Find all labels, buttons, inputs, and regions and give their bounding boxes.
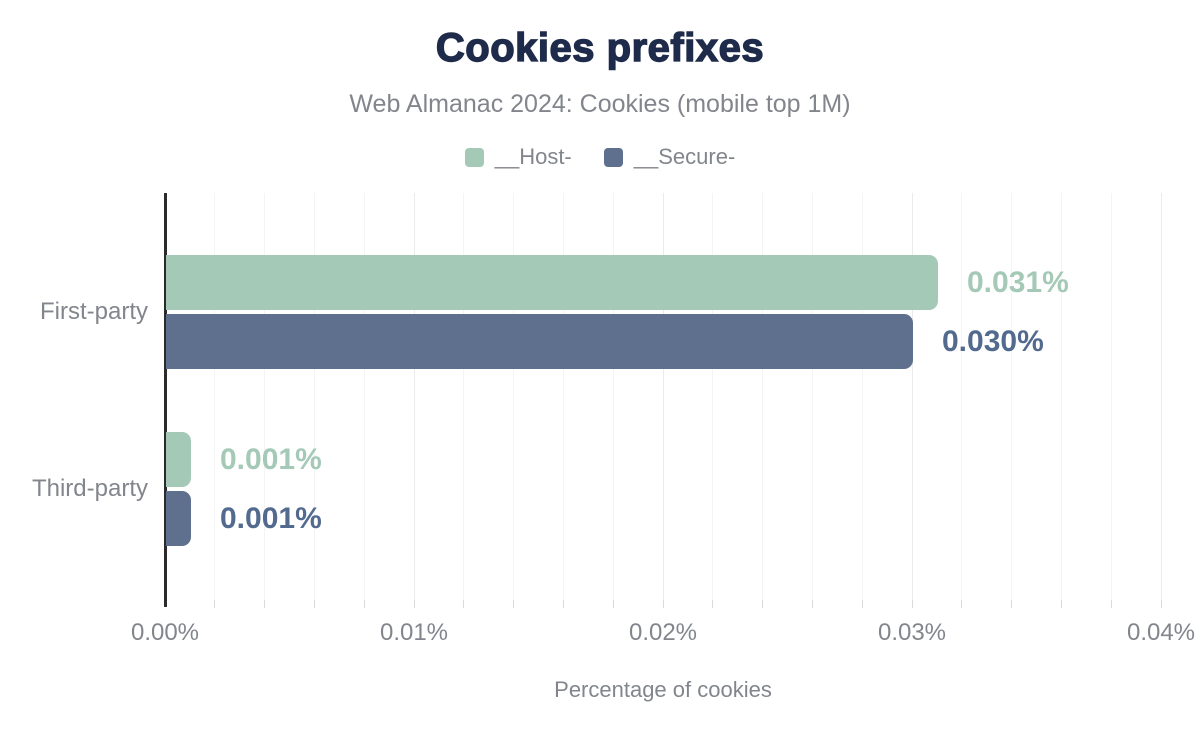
axis-tick-mark <box>313 600 315 608</box>
category-label-third-party: Third-party <box>31 475 148 502</box>
chart-subtitle: Web Almanac 2024: Cookies (mobile top 1M… <box>349 90 851 118</box>
x-tick-label-2: 0.02% <box>628 619 698 646</box>
category-label-first-party: First-party <box>40 298 148 325</box>
axis-tick-mark <box>961 600 963 608</box>
gridline <box>1160 193 1162 600</box>
axis-tick-mark <box>463 600 465 608</box>
gridline <box>363 193 365 600</box>
gridline <box>1011 193 1013 600</box>
legend-swatch-secure <box>603 147 623 167</box>
axis-tick-mark <box>861 600 863 608</box>
axis-tick-mark <box>413 600 415 608</box>
bar-host-third-party <box>166 432 191 487</box>
axis-tick-mark <box>264 600 266 608</box>
axis-tick-mark <box>911 600 913 608</box>
plot-area: 0.031% 0.001% 0.030% 0.001% <box>164 193 1162 608</box>
bar-value-label-secure-third-party: 0.001% <box>220 501 322 535</box>
gridline <box>413 193 415 600</box>
axis-tick-mark <box>1160 600 1162 608</box>
gridline <box>961 193 963 600</box>
axis-tick-mark <box>712 600 714 608</box>
gridline <box>214 193 216 600</box>
gridline <box>762 193 764 600</box>
bar-secure-third-party <box>166 491 191 546</box>
x-tick-label-0: 0.00% <box>130 619 200 646</box>
legend: __Host- __Secure- <box>0 144 1200 170</box>
axis-tick-mark <box>1110 600 1112 608</box>
axis-tick-mark <box>513 600 515 608</box>
gridline <box>1110 193 1112 600</box>
x-tick-label-3: 0.03% <box>877 619 947 646</box>
bar-value-label-secure-first-party: 0.030% <box>942 324 1044 358</box>
gridline <box>313 193 315 600</box>
gridline <box>861 193 863 600</box>
gridline <box>463 193 465 600</box>
gridline <box>264 193 266 600</box>
gridline <box>662 193 664 600</box>
x-tick-label-1: 0.01% <box>379 619 449 646</box>
axis-tick-mark <box>612 600 614 608</box>
gridline <box>712 193 714 600</box>
axis-tick-mark <box>811 600 813 608</box>
x-tick-label-4: 0.04% <box>1126 619 1196 646</box>
axis-tick-mark <box>1011 600 1013 608</box>
gridline <box>562 193 564 600</box>
chart-title: Cookies prefixes <box>435 25 765 70</box>
legend-item-secure: __Secure- <box>603 144 736 170</box>
legend-item-host: __Host- <box>464 144 572 170</box>
legend-label-secure: __Secure- <box>633 144 736 169</box>
gridline <box>1060 193 1062 600</box>
gridline <box>612 193 614 600</box>
bar-value-label-host-third-party: 0.001% <box>220 442 322 476</box>
gridline <box>911 193 913 600</box>
legend-label-host: __Host- <box>494 144 572 169</box>
bar-secure-first-party <box>166 314 913 369</box>
y-axis-line <box>164 193 167 607</box>
legend-swatch-host <box>464 147 484 167</box>
axis-tick-mark <box>662 600 664 608</box>
axis-tick-mark <box>214 600 216 608</box>
axis-tick-mark <box>1060 600 1062 608</box>
gridline <box>513 193 515 600</box>
gridline <box>811 193 813 600</box>
axis-tick-mark <box>762 600 764 608</box>
bar-host-first-party <box>166 255 938 310</box>
bar-value-label-host-first-party: 0.031% <box>967 265 1069 299</box>
axis-tick-mark <box>363 600 365 608</box>
axis-tick-mark <box>562 600 564 608</box>
x-axis-title: Percentage of cookies <box>554 677 772 702</box>
